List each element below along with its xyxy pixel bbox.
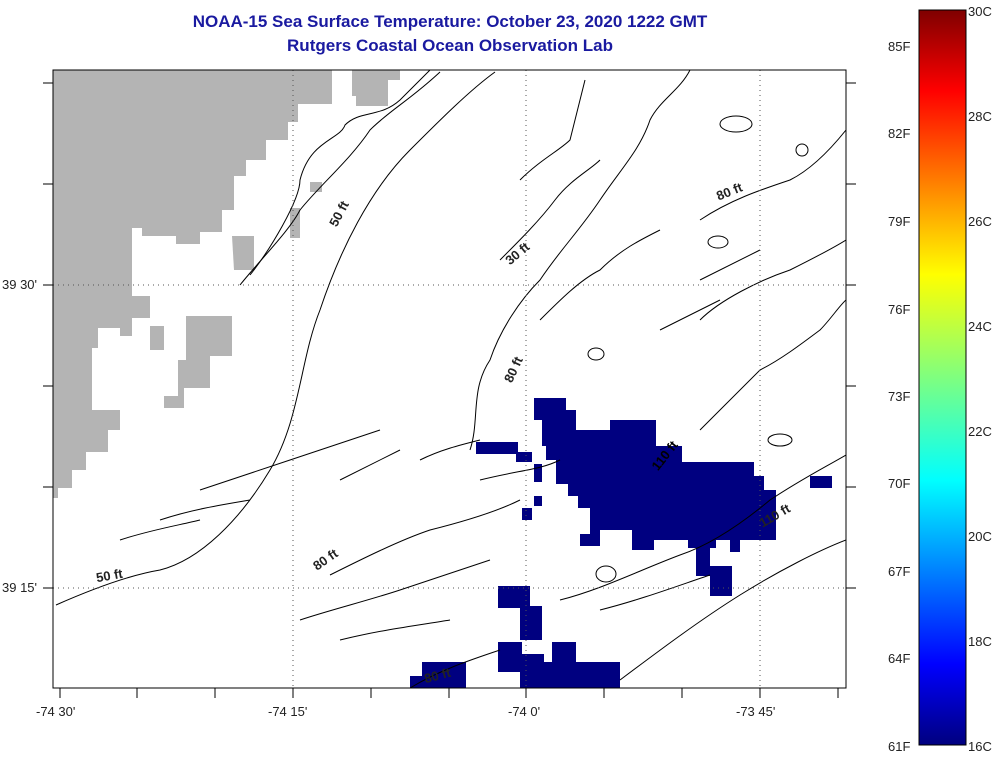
colorbar-f-label: 73F — [888, 389, 911, 404]
lat-label-39-15: 39 15' — [2, 580, 38, 595]
sst-patches — [410, 398, 832, 688]
map-subtitle: Rutgers Coastal Ocean Observation Lab — [287, 36, 613, 55]
axis-ticks — [43, 82, 856, 698]
colorbar-f-label: 61F — [888, 739, 911, 754]
colorbar-c-label: 22C — [968, 424, 992, 439]
colorbar-c-label: 30C — [968, 4, 992, 19]
lat-label-39-30: 39 30' — [2, 277, 38, 292]
colorbar-c-label: 16C — [968, 739, 992, 754]
colorbar-c-label: 18C — [968, 634, 992, 649]
colorbar-f-label: 85F — [888, 39, 911, 54]
colorbar-c-label: 24C — [968, 319, 992, 334]
map-title: NOAA-15 Sea Surface Temperature: October… — [192, 12, 708, 31]
lon-label-74-15: -74 15' — [268, 704, 308, 719]
grid-lines — [53, 70, 846, 688]
colorbar-c-label: 26C — [968, 214, 992, 229]
colorbar-c-label: 28C — [968, 109, 992, 124]
lon-label-74-30: -74 30' — [36, 704, 76, 719]
colorbar-f-label: 70F — [888, 476, 911, 491]
land-mass — [53, 70, 332, 498]
colorbar-f-label: 82F — [888, 126, 911, 141]
colorbar-f-label: 79F — [888, 214, 911, 229]
colorbar-f-label: 67F — [888, 564, 911, 579]
colorbar-c-label: 20C — [968, 529, 992, 544]
colorbar — [918, 9, 967, 746]
colorbar-f-label: 76F — [888, 302, 911, 317]
lon-label-73-45: -73 45' — [736, 704, 776, 719]
lon-label-74-0: -74 0' — [508, 704, 541, 719]
colorbar-f-label: 64F — [888, 651, 911, 666]
